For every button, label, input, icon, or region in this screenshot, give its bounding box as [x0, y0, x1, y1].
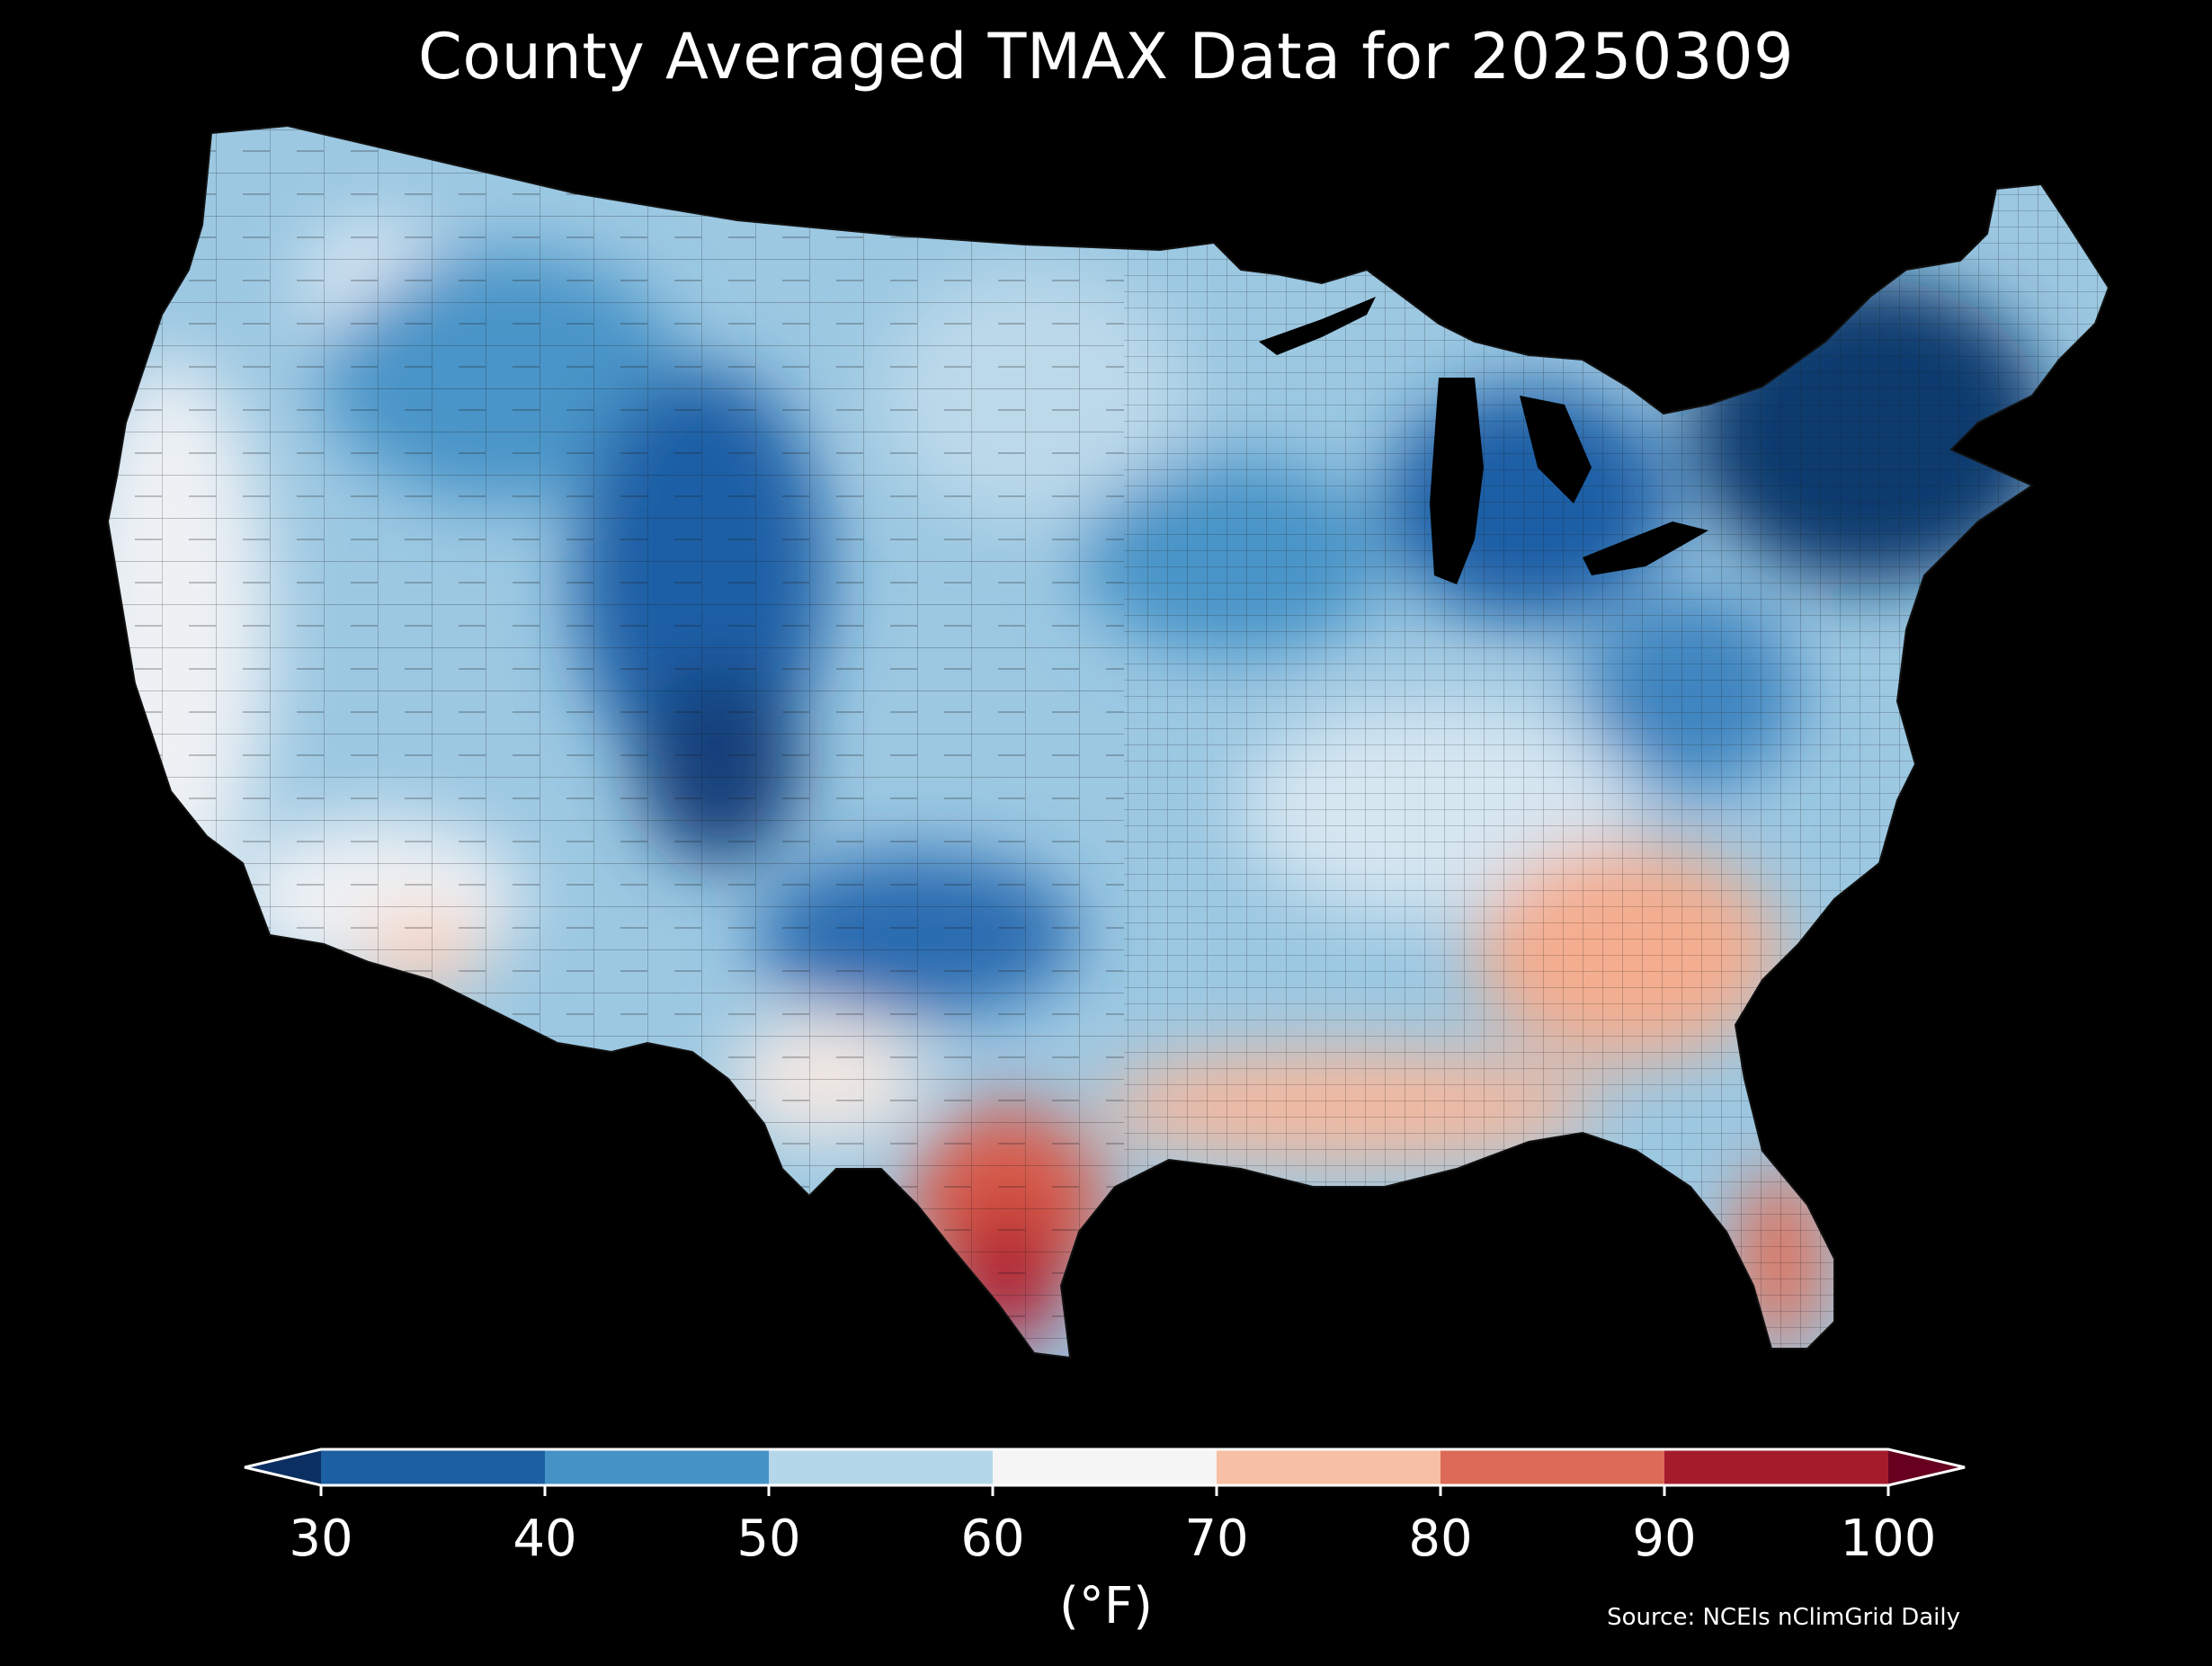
colorbar-tick-label: 80	[1408, 1510, 1473, 1568]
colorbar-under-extension	[245, 1449, 321, 1485]
colorbar-bin-90-100	[1664, 1449, 1888, 1485]
colorbar-tick-label: 100	[1840, 1510, 1937, 1568]
colorbar-bin-50-60	[769, 1449, 993, 1485]
lake-superior	[1259, 297, 1376, 355]
colorbar-bin-80-90	[1440, 1449, 1664, 1485]
colorbar-bin-30-40	[321, 1449, 545, 1485]
source-credit: Source: NCEIs nClimGrid Daily	[1607, 1604, 1960, 1631]
colorbar-over-extension	[1888, 1449, 1965, 1485]
lake-michigan	[1430, 378, 1484, 584]
colorbar-label: (°F)	[1059, 1577, 1153, 1635]
colorbar-tick-label: 40	[513, 1510, 577, 1568]
colorbar-tick-label: 90	[1632, 1510, 1697, 1568]
colorbar-bin-70-80	[1217, 1449, 1440, 1485]
colorbar-bin-60-70	[993, 1449, 1217, 1485]
colorbar-tick-label: 60	[960, 1510, 1025, 1568]
lake-erie	[1583, 521, 1708, 575]
map-title: County Averaged TMAX Data for 20250309	[417, 20, 1795, 94]
colorbar-tick-label: 70	[1184, 1510, 1249, 1568]
colorbar-bin-40-50	[545, 1449, 769, 1485]
colorbar-tick-label: 50	[736, 1510, 801, 1568]
colorbar-tick-label: 30	[289, 1510, 353, 1568]
lake-huron	[1520, 396, 1592, 503]
